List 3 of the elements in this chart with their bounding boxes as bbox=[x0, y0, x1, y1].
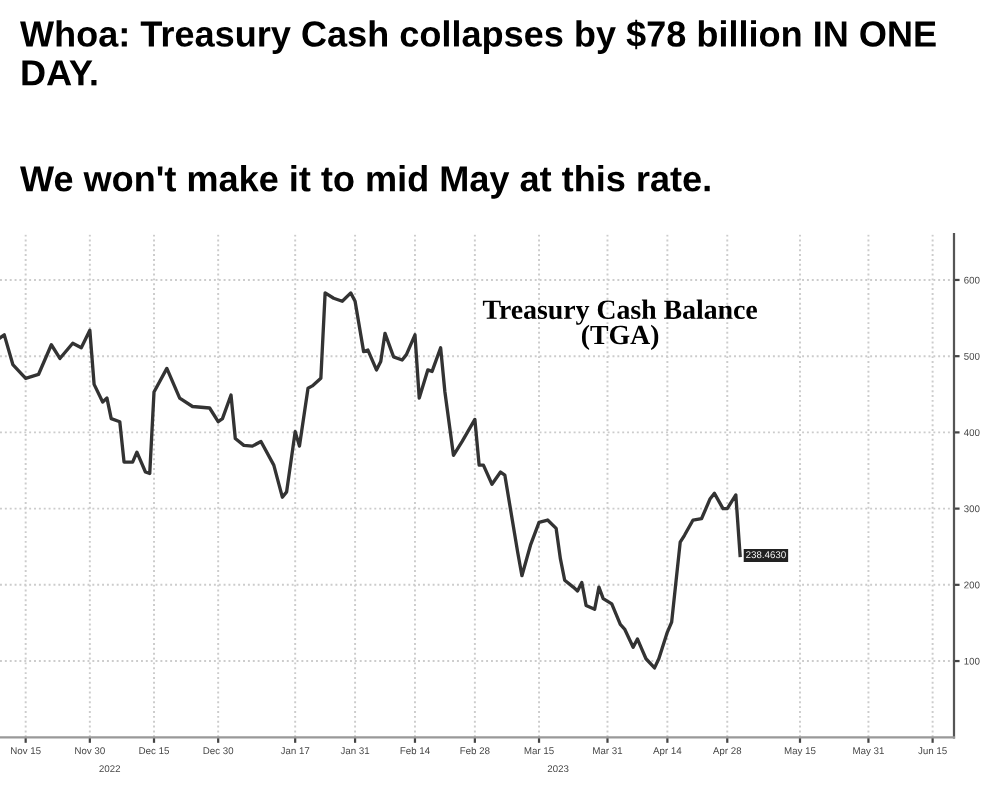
annotation: Treasury Cash Balance (TGA) bbox=[482, 299, 757, 351]
chart-subtitle: We won't make it to mid May at this rate. bbox=[20, 165, 710, 199]
chart-title: Whoa: Treasury Cash collapses by $78 billion IN ONE DAY. bbox=[20, 19, 936, 86]
